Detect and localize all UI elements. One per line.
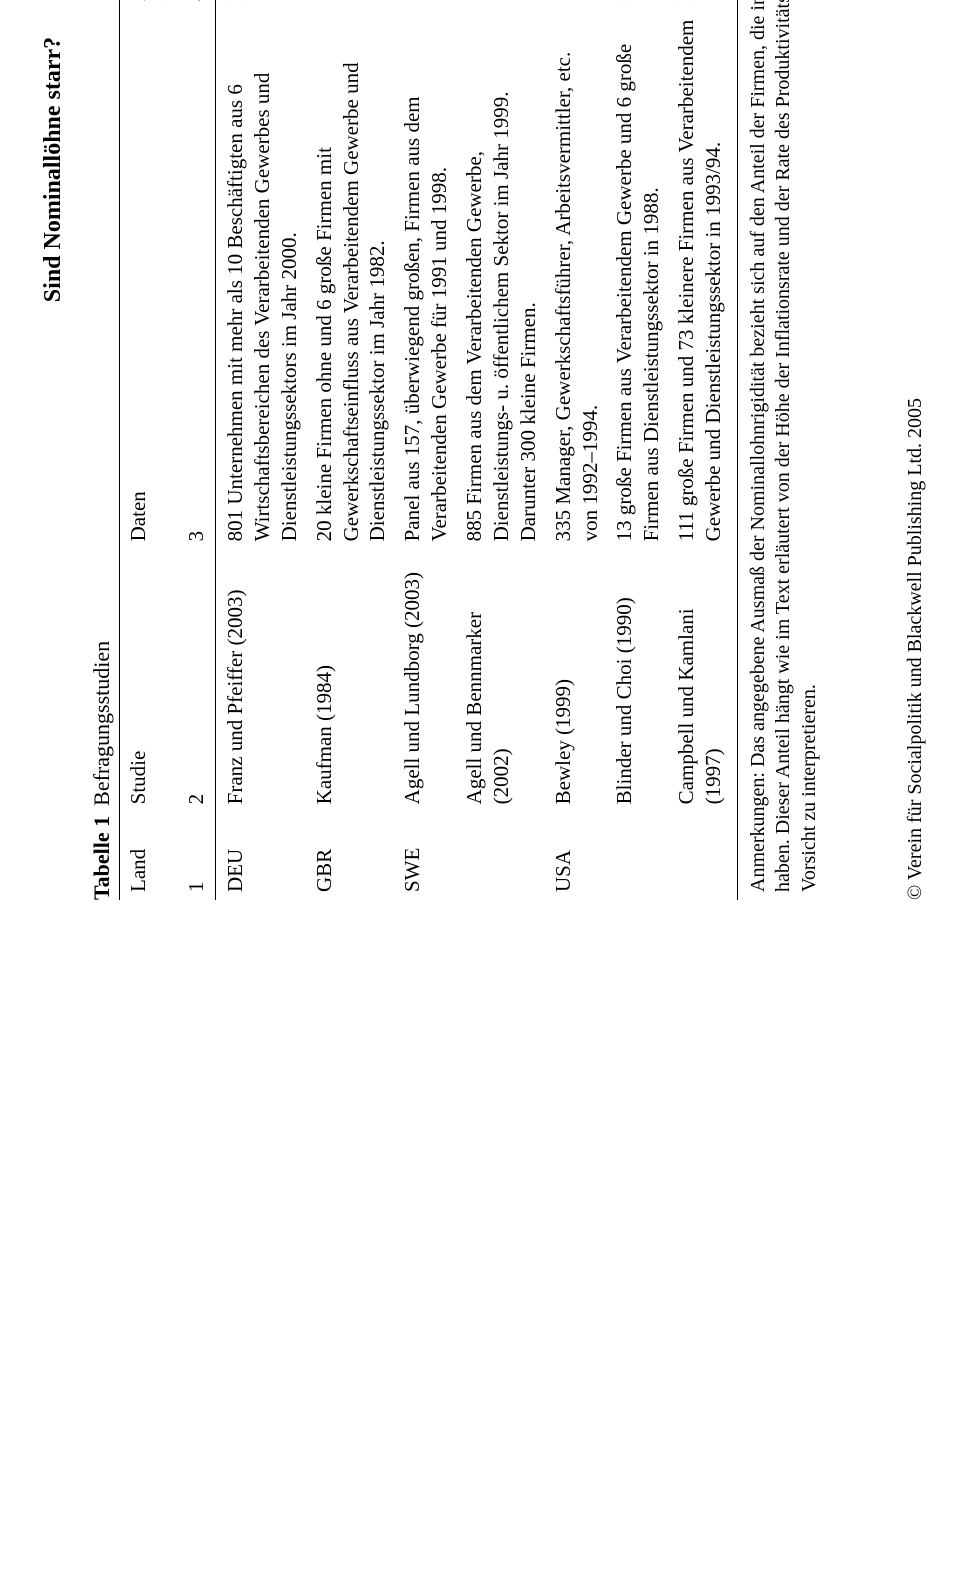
cell-land: USA: [544, 812, 606, 900]
cell-land: [605, 812, 667, 900]
cell-land: [667, 812, 737, 900]
table-row: Agell und Bennmarker (2002) 885 Firmen a…: [455, 0, 544, 900]
cell-rigid: Mittel: [605, 0, 667, 9]
cell-study: Agell und Lundborg (2003): [393, 549, 455, 812]
cell-study: Blinder und Choi (1990): [605, 549, 667, 812]
table-row: USA Bewley (1999) 335 Manager, Gewerksch…: [544, 0, 606, 900]
cell-data: 335 Manager, Gewerkschaftsführer, Arbeit…: [544, 9, 606, 550]
cell-data: 801 Unternehmen mit mehr als 10 Beschäft…: [216, 9, 305, 550]
cell-rigid: Keine Angabe: [216, 0, 305, 9]
cell-data: Panel aus 157, überwiegend großen, Firme…: [393, 9, 455, 550]
cell-study: Bewley (1999): [544, 549, 606, 812]
footer-copyright: © Verein für Socialpolitik und Blackwell…: [904, 398, 930, 900]
col-num-2: 2: [182, 549, 216, 812]
table-header: Land Studie Daten Ausmaß Ursachen Rigidi…: [120, 0, 216, 900]
col-head-data-2: [153, 9, 182, 550]
col-head-rigid-2: Rigidität: [153, 0, 182, 9]
table-row: GBR Kaufman (1984) 20 kleine Firmen ohne…: [305, 0, 394, 900]
caption-label: Tabelle 1: [89, 816, 114, 900]
cell-land: DEU: [216, 812, 305, 900]
col-head-rigid: Ausmaß: [120, 0, 154, 9]
caption-text: Befragungsstudien: [89, 641, 114, 806]
cell-data: 885 Firmen aus dem Verarbeitenden Gewerb…: [455, 9, 544, 550]
cell-study: Agell und Bennmarker (2002): [455, 549, 544, 812]
cell-data: 111 große Firmen und 73 kleinere Firmen …: [667, 9, 737, 550]
cell-study: Campbell und Kamlani (1997): [667, 549, 737, 812]
col-head-land: Land: [120, 812, 154, 900]
table-row: SWE Agell und Lundborg (2003) Panel aus …: [393, 0, 455, 900]
survey-table: Land Studie Daten Ausmaß Ursachen Rigidi…: [119, 0, 825, 900]
cell-land: GBR: [305, 812, 394, 900]
cell-study: Kaufman (1984): [305, 549, 394, 812]
col-num-1: 1: [182, 812, 216, 900]
cell-rigid: Sehr hoch: [455, 0, 544, 9]
col-head-study: Studie: [120, 549, 154, 812]
table-row: DEU Franz und Pfeiffer (2003) 801 Untern…: [216, 0, 305, 900]
cell-rigid: Sehr hoch: [393, 0, 455, 9]
running-head: Sind Nominallöhne starr?: [40, 0, 67, 900]
col-num-3: 3: [182, 9, 216, 550]
table-body: DEU Franz und Pfeiffer (2003) 801 Untern…: [216, 0, 738, 900]
cell-data: 13 große Firmen aus Verarbeitendem Gewer…: [605, 9, 667, 550]
cell-data: 20 kleine Firmen ohne und 6 große Firmen…: [305, 9, 394, 550]
col-head-land-2: [153, 812, 182, 900]
page-footer: © Verein für Socialpolitik und Blackwell…: [890, 0, 930, 900]
cell-rigid: Sehr hoch: [544, 0, 606, 9]
cell-rigid: Keine Angabe: [667, 0, 737, 9]
col-num-4: 4: [182, 0, 216, 9]
table-row: Blinder und Choi (1990) 13 große Firmen …: [605, 0, 667, 900]
cell-land: SWE: [393, 812, 455, 900]
table-caption: Tabelle 1 Befragungsstudien: [89, 0, 115, 900]
table-notes: Anmerkungen: Das angegebene Ausmaß der N…: [737, 0, 824, 900]
col-head-data: Daten: [120, 9, 154, 550]
cell-land: [455, 812, 544, 900]
cell-rigid: Sehr hoch: [305, 0, 394, 9]
cell-study: Franz und Pfeiffer (2003): [216, 549, 305, 812]
table-row: Campbell und Kamlani (1997) 111 große Fi…: [667, 0, 737, 900]
col-head-study-2: [153, 549, 182, 812]
